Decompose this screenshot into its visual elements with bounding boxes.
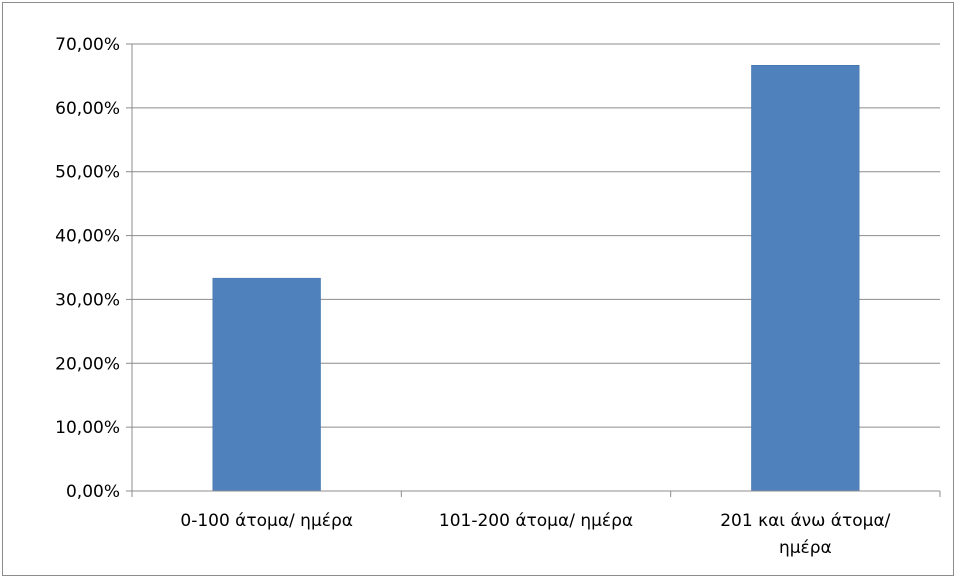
x-category-label: 0-100 άτομα/ ημέρα [180,511,353,531]
y-tick-label: 20,00% [55,354,120,374]
x-category-label: 101-200 άτομα/ ημέρα [439,511,633,531]
y-tick-label: 10,00% [55,418,120,438]
y-tick-label: 50,00% [55,163,120,183]
x-category-label: 201 και άνω άτομα/ημέρα [720,511,890,558]
bar [212,277,321,492]
y-tick-label: 30,00% [55,290,120,310]
y-tick-label: 40,00% [55,227,120,247]
y-tick-label: 60,00% [55,99,120,119]
y-tick-labels: 0,00% 10,00% 20,00% 30,00% 40,00% 50,00% 60,00… [55,35,120,502]
y-tick-label: 70,00% [55,35,120,55]
y-tick-label: 0,00% [66,482,120,502]
axes [126,43,941,497]
x-category-labels: 0-100 άτομα/ ημέρα 101-200 άτομα/ ημέρα 20… [180,511,890,558]
bar [751,65,860,492]
bars [212,65,860,492]
